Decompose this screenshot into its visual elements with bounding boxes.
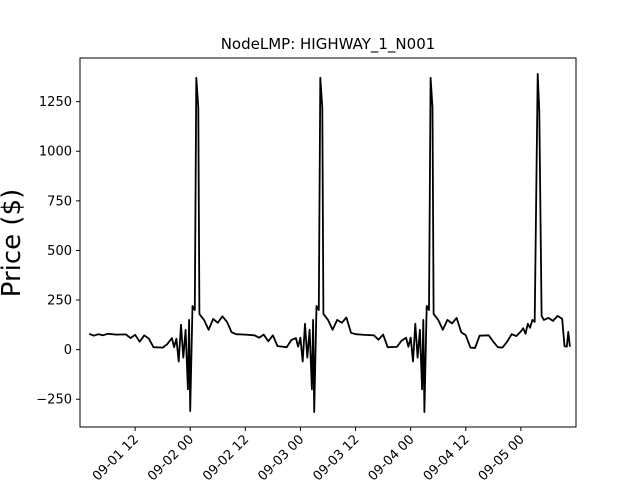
series-line [88,73,571,413]
y-tick-label: 500 [47,244,72,259]
y-axis: −250 0 250 500 750 1000 1250 [36,95,80,408]
chart-title: NodeLMP: HIGHWAY_1_N001 [221,35,436,54]
y-tick-label: 250 [47,294,72,309]
plot-frame [79,57,577,428]
x-tick-label: 09-02 00 [145,432,197,480]
x-tick-label: 09-04 12 [421,432,473,480]
x-tick-label: 09-01 12 [90,432,142,480]
x-tick-label: 09-03 12 [310,432,362,480]
x-tick-label: 09-05 00 [476,432,528,480]
y-tick-label: 0 [64,343,72,358]
x-tick-label: 09-02 12 [200,432,252,480]
y-tick-label: 750 [47,194,72,209]
y-tick-label: 1000 [39,145,72,160]
y-axis-label: Price ($) [0,189,27,298]
x-axis: 09-01 12 09-02 00 09-02 12 09-03 00 09-03 12… [90,427,528,480]
y-tick-label: 1250 [39,95,72,110]
plot-area [88,73,571,413]
x-tick-label: 09-04 00 [366,432,418,480]
y-tick-label: −250 [36,393,72,408]
x-tick-label: 09-03 00 [255,432,307,480]
